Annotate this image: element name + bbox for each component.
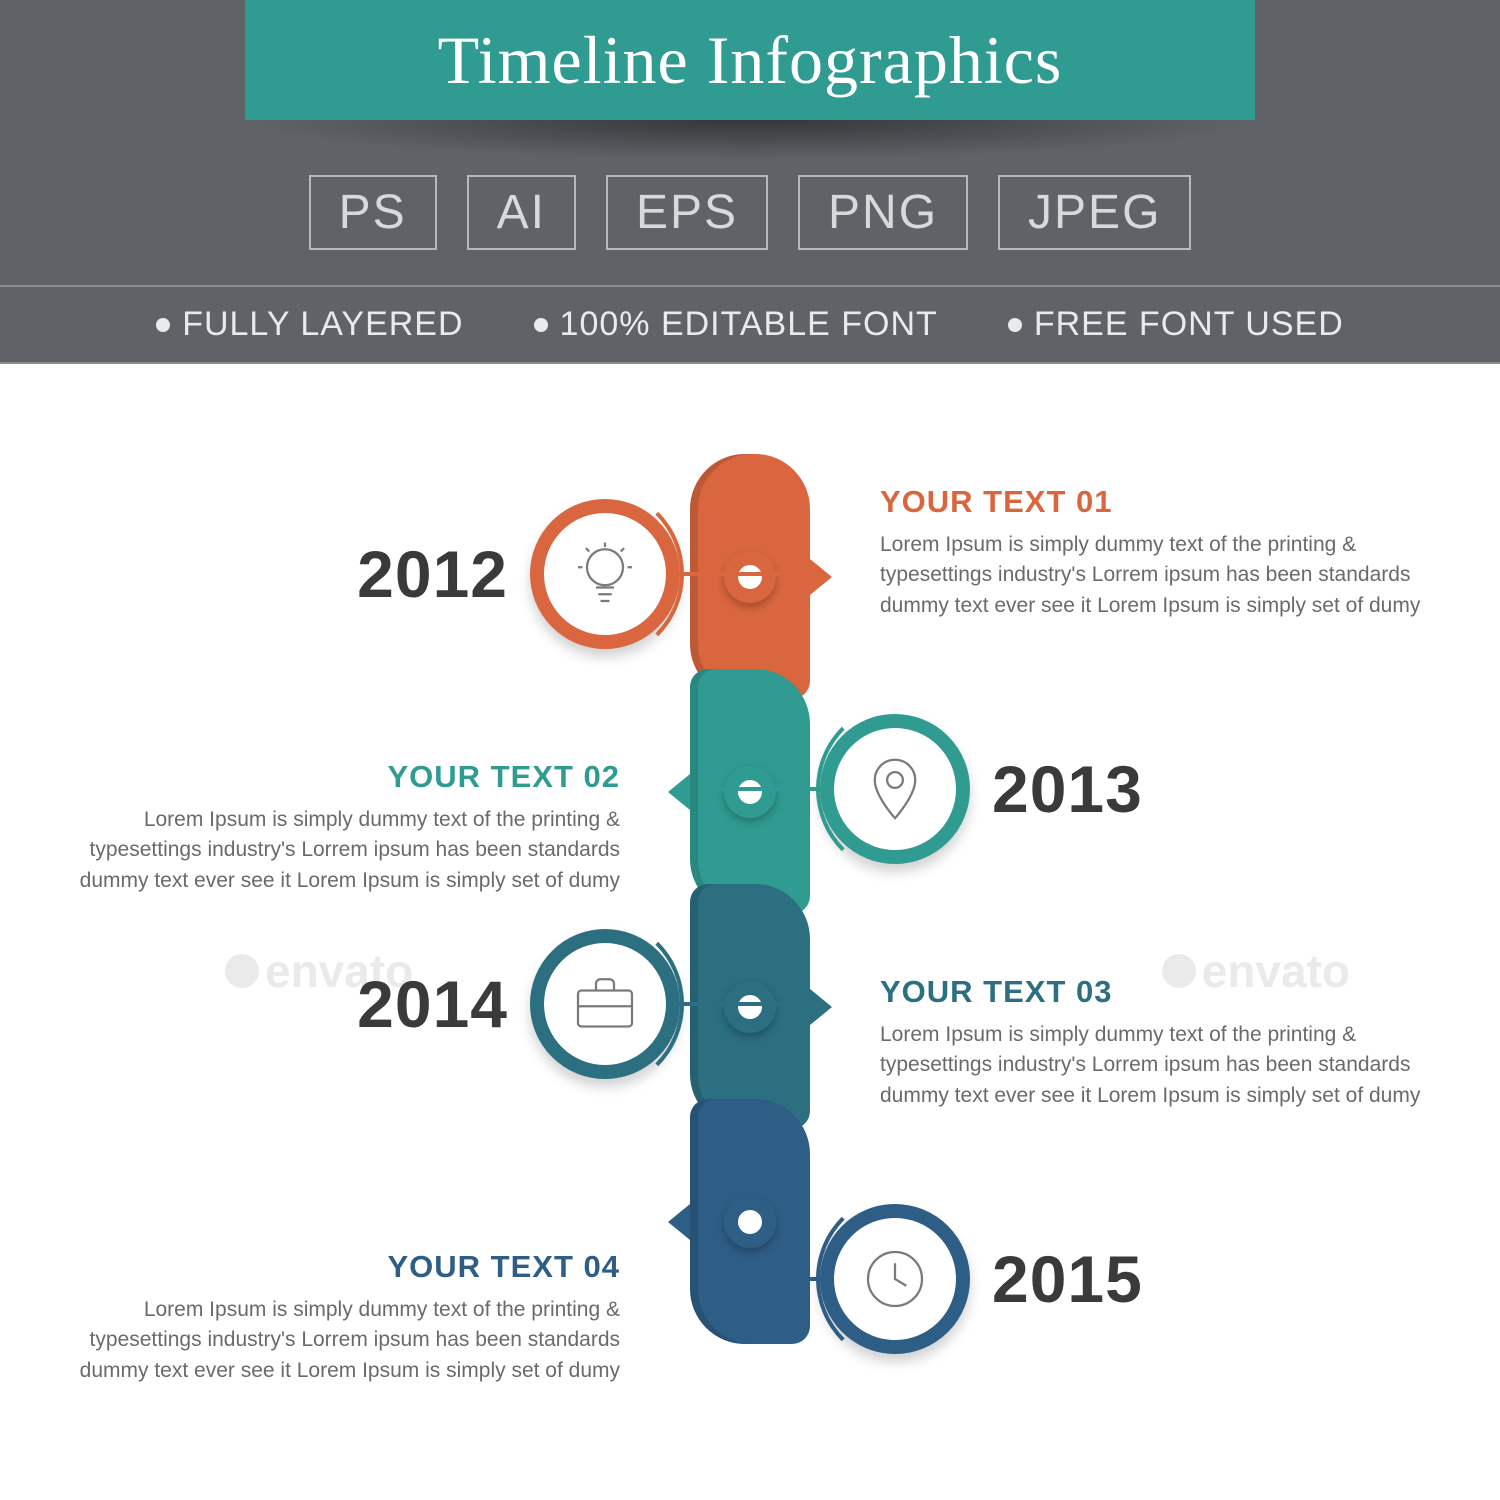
- bullet-icon: [1008, 318, 1022, 332]
- arrow-right-icon: [810, 559, 832, 595]
- icon-ring: [820, 1204, 970, 1354]
- year-group-2012: 2012: [357, 499, 680, 649]
- feature-label: FREE FONT USED: [1034, 305, 1344, 344]
- ring-arc: [816, 1191, 992, 1367]
- icon-ring: [530, 499, 680, 649]
- entry-body: Lorem Ipsum is simply dummy text of the …: [60, 805, 620, 896]
- format-badge-jpeg: JPEG: [998, 175, 1191, 250]
- connector-line: [666, 572, 796, 576]
- spine-node: [724, 551, 776, 603]
- year-label: 2012: [357, 536, 508, 612]
- page: Timeline Infographics PS AI EPS PNG JPEG…: [0, 0, 1500, 1500]
- spine-segment-2: [690, 669, 810, 914]
- connector-line: [704, 1277, 834, 1281]
- year-label: 2015: [992, 1241, 1143, 1317]
- format-badge-ai: AI: [467, 175, 576, 250]
- banner-shadow: [245, 120, 1255, 160]
- timeline-canvas: envato envato: [0, 364, 1500, 1474]
- year-label: 2014: [357, 966, 508, 1042]
- entry-heading: YOUR TEXT 01: [880, 484, 1440, 520]
- timeline-entry-3: YOUR TEXT 03 Lorem Ipsum is simply dummy…: [880, 974, 1440, 1111]
- arrow-right-icon: [810, 989, 832, 1025]
- entry-heading: YOUR TEXT 02: [60, 759, 620, 795]
- entry-body: Lorem Ipsum is simply dummy text of the …: [880, 530, 1440, 621]
- feature-layered: FULLY LAYERED: [156, 305, 463, 344]
- page-title: Timeline Infographics: [438, 21, 1063, 100]
- ring-arc: [508, 486, 684, 662]
- format-badges: PS AI EPS PNG JPEG: [0, 160, 1500, 285]
- year-label: 2013: [992, 751, 1143, 827]
- entry-heading: YOUR TEXT 04: [60, 1249, 620, 1285]
- feature-strip: FULLY LAYERED 100% EDITABLE FONT FREE FO…: [0, 285, 1500, 364]
- spine-node: [724, 1196, 776, 1248]
- icon-ring: [820, 714, 970, 864]
- title-banner: Timeline Infographics: [245, 0, 1255, 120]
- feature-label: 100% EDITABLE FONT: [560, 305, 938, 344]
- entry-heading: YOUR TEXT 03: [880, 974, 1440, 1010]
- spine-node: [724, 981, 776, 1033]
- format-badge-ps: PS: [309, 175, 437, 250]
- timeline-entry-4: YOUR TEXT 04 Lorem Ipsum is simply dummy…: [60, 1249, 620, 1386]
- format-badge-png: PNG: [798, 175, 968, 250]
- feature-editable: 100% EDITABLE FONT: [534, 305, 938, 344]
- feature-freefont: FREE FONT USED: [1008, 305, 1344, 344]
- feature-label: FULLY LAYERED: [182, 305, 463, 344]
- spine-segment-4: [690, 1099, 810, 1344]
- bullet-icon: [534, 318, 548, 332]
- leaf-icon: [225, 954, 259, 988]
- arrow-left-icon: [668, 1204, 690, 1240]
- year-group-2015: 2015: [820, 1204, 1143, 1354]
- spine-node: [724, 766, 776, 818]
- ring-arc: [508, 916, 684, 1092]
- entry-body: Lorem Ipsum is simply dummy text of the …: [60, 1295, 620, 1386]
- ring-arc: [816, 701, 992, 877]
- arrow-left-icon: [668, 774, 690, 810]
- timeline-entry-1: YOUR TEXT 01 Lorem Ipsum is simply dummy…: [880, 484, 1440, 621]
- timeline-spine: [690, 454, 810, 1344]
- bullet-icon: [156, 318, 170, 332]
- format-badge-eps: EPS: [606, 175, 768, 250]
- year-group-2014: 2014: [357, 929, 680, 1079]
- header: Timeline Infographics PS AI EPS PNG JPEG…: [0, 0, 1500, 364]
- year-group-2013: 2013: [820, 714, 1143, 864]
- spine-segment-1: [690, 454, 810, 699]
- entry-body: Lorem Ipsum is simply dummy text of the …: [880, 1020, 1440, 1111]
- connector-line: [666, 1002, 796, 1006]
- timeline-entry-2: YOUR TEXT 02 Lorem Ipsum is simply dummy…: [60, 759, 620, 896]
- connector-line: [704, 787, 834, 791]
- spine-segment-3: [690, 884, 810, 1129]
- icon-ring: [530, 929, 680, 1079]
